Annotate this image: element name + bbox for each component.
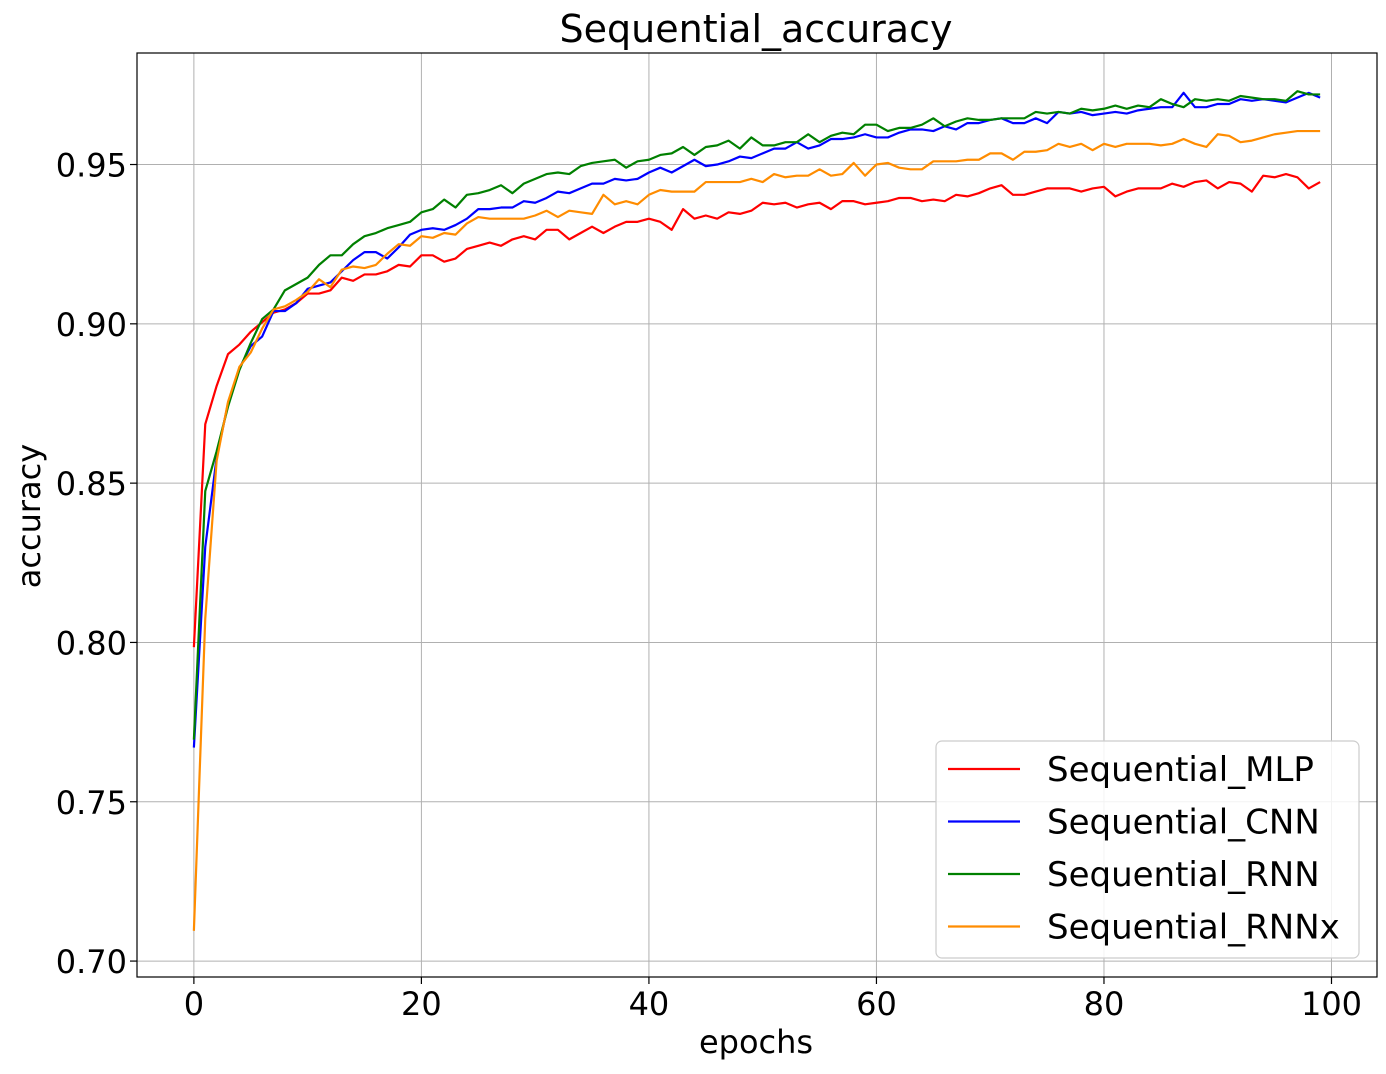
series-line-sequential-rnnx bbox=[192, 129, 1321, 931]
y-tick-label: 0.85 bbox=[56, 465, 127, 503]
legend-label-sequential-rnnx: Sequential_RNNx bbox=[1047, 908, 1340, 948]
y-tick-label: 0.80 bbox=[56, 624, 127, 662]
x-axis-title: epochs bbox=[699, 1023, 813, 1061]
chart-title: Sequential_accuracy bbox=[560, 7, 953, 51]
axis-ticks: 0 20 40 60 80 100 0.70 0.75 0.80 0.85 0.90 0.95 bbox=[56, 147, 1362, 1023]
x-tick-label: 40 bbox=[629, 985, 670, 1023]
legend-box bbox=[935, 740, 1360, 959]
series-line-sequential-cnn bbox=[192, 91, 1321, 748]
x-tick-label: 60 bbox=[856, 985, 897, 1023]
grid-lines bbox=[137, 53, 1377, 977]
series-line-sequential-rnn bbox=[192, 90, 1321, 740]
y-axis-title: accuracy bbox=[10, 444, 48, 588]
legend-label-sequential-cnn: Sequential_CNN bbox=[1047, 803, 1320, 843]
x-tick-label: 20 bbox=[401, 985, 442, 1023]
y-tick-label: 0.70 bbox=[56, 943, 127, 981]
legend: Sequential_MLP Sequential_CNN Sequential_R… bbox=[935, 740, 1360, 959]
x-tick-label: 100 bbox=[1301, 985, 1362, 1023]
x-tick-label: 80 bbox=[1084, 985, 1125, 1023]
legend-label-sequential-rnn: Sequential_RNN bbox=[1047, 855, 1320, 895]
x-tick-label: 0 bbox=[184, 985, 204, 1023]
series-line-sequential-mlp bbox=[192, 172, 1321, 648]
y-tick-label: 0.75 bbox=[56, 784, 127, 822]
y-tick-label: 0.90 bbox=[56, 306, 127, 344]
legend-label-sequential-mlp: Sequential_MLP bbox=[1047, 750, 1314, 790]
plot-frame bbox=[136, 52, 1378, 978]
y-tick-label: 0.95 bbox=[56, 147, 127, 185]
series-lines bbox=[192, 90, 1321, 931]
